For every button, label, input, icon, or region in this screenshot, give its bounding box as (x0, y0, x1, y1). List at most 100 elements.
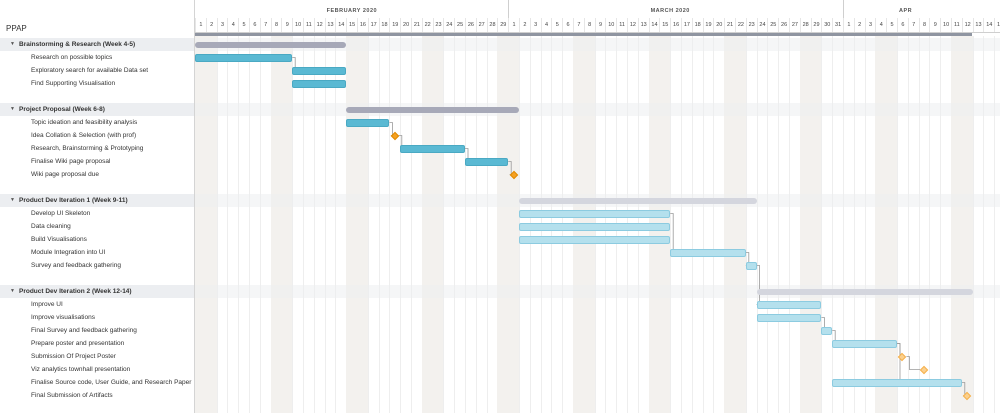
day-label: 15 (346, 18, 357, 32)
day-label: 16 (357, 18, 368, 32)
task-label: Exploratory search for available Data se… (31, 67, 149, 74)
task-row[interactable]: Research, Brainstorming & Prototyping (0, 142, 194, 155)
project-title: PPAP (6, 24, 27, 33)
task-label: Survey and feedback gathering (31, 262, 121, 269)
summary-bar[interactable] (756, 288, 973, 295)
task-bar[interactable] (832, 378, 962, 387)
day-label: 2 (853, 18, 865, 32)
weekend-column (961, 36, 973, 413)
day-label: 14 (648, 18, 660, 32)
task-row[interactable]: Research on possible topics (0, 51, 194, 64)
day-gridline (994, 36, 996, 413)
project-summary-bar (195, 33, 972, 36)
day-gridline (972, 36, 974, 413)
day-label: 26 (778, 18, 789, 32)
day-label: 4 (227, 18, 238, 32)
day-label: 4 (875, 18, 886, 32)
dependency-connector (756, 265, 760, 305)
task-label: Prepare poster and presentation (31, 340, 125, 347)
task-row[interactable]: Develop UI Skeleton (0, 207, 194, 220)
task-row[interactable]: Improve UI (0, 298, 194, 311)
day-label: 2 (205, 18, 217, 32)
day-gridline (475, 36, 477, 413)
milestone-row[interactable]: Submission Of Project Poster (0, 350, 194, 363)
day-gridline (843, 36, 844, 413)
group-row-band (195, 38, 1000, 51)
day-gridline (789, 36, 790, 413)
milestone-row[interactable]: Final Submission of Artifacts (0, 389, 194, 402)
day-label: 6 (897, 18, 908, 32)
task-bar[interactable] (519, 209, 671, 218)
weekend-column (421, 36, 433, 413)
task-bar[interactable] (821, 326, 833, 335)
day-label: 13 (972, 18, 984, 32)
collapse-caret-icon[interactable]: ▼ (10, 106, 15, 112)
day-label: 28 (799, 18, 811, 32)
day-label: 25 (454, 18, 465, 32)
group-row[interactable]: ▼ Brainstorming & Research (Week 4-5) (0, 38, 194, 51)
weekend-column (346, 36, 357, 413)
collapse-caret-icon[interactable]: ▼ (10, 288, 15, 294)
task-bar[interactable] (292, 66, 347, 75)
group-row-band (195, 285, 1000, 298)
task-row[interactable]: Survey and feedback gathering (0, 259, 194, 272)
task-bar[interactable] (745, 261, 757, 270)
month-label: APR (899, 8, 913, 14)
weekend-column (205, 36, 217, 413)
task-row[interactable]: Finalise Source code, User Guide, and Re… (0, 376, 194, 389)
group-row[interactable]: ▼ Product Dev Iteration 2 (Week 12-14) (0, 285, 194, 298)
task-row[interactable]: Improve visualisations (0, 311, 194, 324)
task-row[interactable]: Build Visualisations (0, 233, 194, 246)
task-row[interactable]: Data cleaning (0, 220, 194, 233)
weekend-column (497, 36, 509, 413)
day-label: 17 (367, 18, 379, 32)
task-bar[interactable] (670, 248, 746, 257)
collapse-caret-icon[interactable]: ▼ (10, 197, 15, 203)
day-gridline (756, 36, 758, 413)
task-label: Develop UI Skeleton (31, 210, 91, 217)
collapse-caret-icon[interactable]: ▼ (10, 41, 15, 47)
day-gridline (389, 36, 391, 413)
task-bar[interactable] (832, 339, 897, 348)
weekend-column (875, 36, 887, 413)
milestone-row[interactable]: Viz analytics townhall presentation (0, 363, 194, 376)
task-bar[interactable] (465, 157, 509, 166)
day-gridline (378, 36, 380, 413)
day-label: 5 (551, 18, 562, 32)
header-divider (195, 32, 1000, 33)
task-bar[interactable] (346, 118, 390, 127)
weekend-column (432, 36, 444, 413)
task-row[interactable]: Finalise Wiki page proposal (0, 155, 194, 168)
day-label: 26 (465, 18, 476, 32)
day-label: 3 (216, 18, 228, 32)
task-row[interactable]: Prepare poster and presentation (0, 337, 194, 350)
summary-bar[interactable] (519, 197, 757, 204)
task-row[interactable]: Module Integration into UI (0, 246, 194, 259)
day-label: 20 (400, 18, 411, 32)
group-row[interactable]: ▼ Project Proposal (Week 6-8) (0, 103, 194, 116)
day-label: 11 (616, 18, 627, 32)
task-label: Final Submission of Artifacts (31, 392, 113, 399)
group-row[interactable]: ▼ Product Dev Iteration 1 (Week 9-11) (0, 194, 194, 207)
task-bar[interactable] (292, 79, 347, 88)
day-label: 1 (195, 18, 206, 32)
group-label: Brainstorming & Research (Week 4-5) (19, 41, 136, 48)
task-bar[interactable] (195, 53, 293, 62)
milestone-row[interactable]: Wiki page proposal due (0, 168, 194, 181)
day-label: 31 (832, 18, 843, 32)
milestone-row[interactable]: Idea Collation & Selection (with prof) (0, 129, 194, 142)
day-label: 3 (529, 18, 541, 32)
task-row[interactable]: Topic ideation and feasibility analysis (0, 116, 194, 129)
task-row[interactable]: Find Supporting Visualisation (0, 77, 194, 90)
day-label: 13 (637, 18, 649, 32)
task-bar[interactable] (756, 300, 822, 309)
task-bar[interactable] (519, 235, 671, 244)
task-row[interactable]: Final Survey and feedback gathering (0, 324, 194, 337)
task-bar[interactable] (756, 313, 822, 322)
task-bar[interactable] (400, 144, 465, 153)
task-bar[interactable] (519, 222, 671, 231)
day-label: 7 (573, 18, 584, 32)
summary-bar[interactable] (346, 106, 519, 113)
summary-bar[interactable] (195, 41, 347, 48)
task-row[interactable]: Exploratory search for available Data se… (0, 64, 194, 77)
